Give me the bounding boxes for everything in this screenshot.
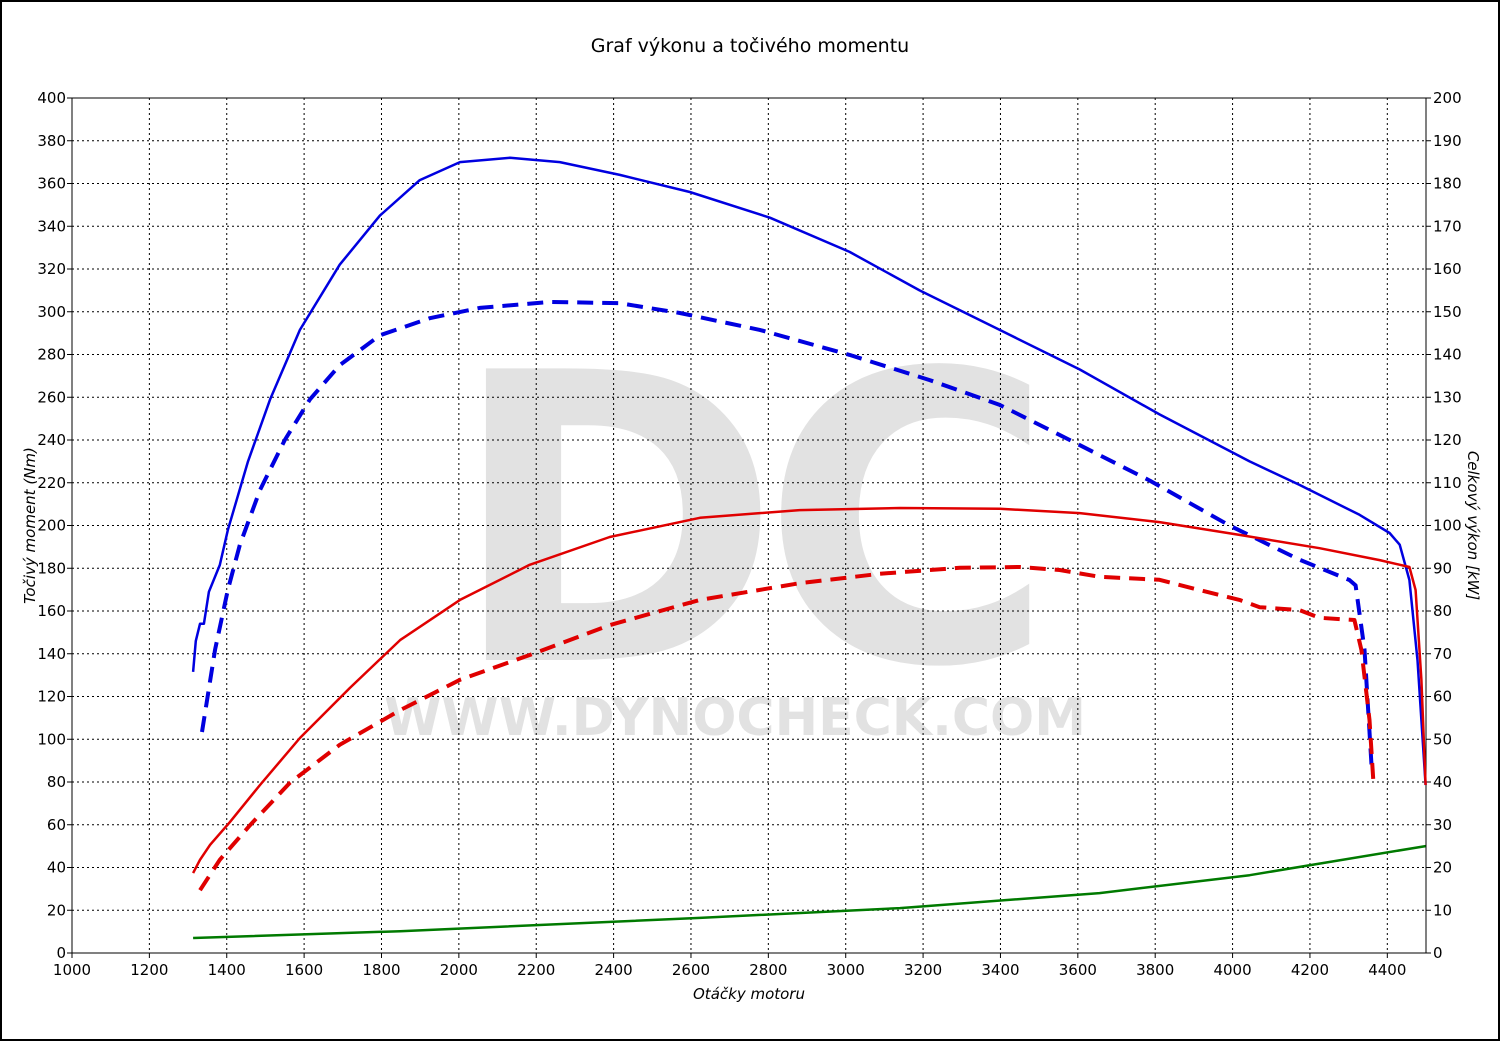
y2-tick-label: 110 <box>1433 474 1462 492</box>
y-tick-label: 240 <box>37 431 66 449</box>
y-tick-label: 340 <box>37 217 66 235</box>
x-axis-label: Otáčky motoru <box>693 985 805 1003</box>
x-tick-label: 2600 <box>672 961 710 979</box>
x-tick-label: 2800 <box>749 961 787 979</box>
y2-tick-label: 50 <box>1433 730 1452 748</box>
x-tick-label: 3600 <box>1059 961 1097 979</box>
y2-tick-label: 120 <box>1433 431 1462 449</box>
y2-axis-label: Celkový výkon [kW] <box>1464 451 1482 601</box>
y2-tick-label: 10 <box>1433 901 1452 919</box>
x-tick-label: 1800 <box>362 961 400 979</box>
x-tick-label: 1000 <box>53 961 91 979</box>
y2-tick-label: 90 <box>1433 559 1452 577</box>
y2-tick-label: 150 <box>1433 303 1462 321</box>
x-tick-label: 2000 <box>440 961 478 979</box>
y-tick-label: 320 <box>37 260 66 278</box>
series-line <box>193 844 1426 940</box>
y2-tick-label: 20 <box>1433 859 1452 877</box>
x-tick-label: 2200 <box>517 961 555 979</box>
y-tick-label: 220 <box>37 474 66 492</box>
chart-title: Graf výkonu a točivého momentu <box>591 35 909 57</box>
x-tick-label: 1200 <box>130 961 168 979</box>
y-tick-label: 280 <box>37 346 66 364</box>
x-tick-label: 3200 <box>904 961 942 979</box>
x-tick-label: 1600 <box>285 961 323 979</box>
x-tick-label: 3000 <box>827 961 865 979</box>
x-tick-label: 4000 <box>1213 961 1251 979</box>
y-tick-label: 80 <box>47 773 66 791</box>
y2-tick-label: 130 <box>1433 388 1462 406</box>
x-tick-label: 4200 <box>1291 961 1329 979</box>
y2-tick-label: 30 <box>1433 816 1452 834</box>
x-tick-label: 2400 <box>595 961 633 979</box>
y-tick-label: 380 <box>37 132 66 150</box>
y-tick-label: 40 <box>47 859 66 877</box>
y2-tick-label: 190 <box>1433 132 1462 150</box>
y2-tick-label: 140 <box>1433 346 1462 364</box>
y2-tick-label: 0 <box>1433 944 1443 962</box>
y-tick-label: 400 <box>37 89 66 107</box>
y-tick-label: 20 <box>47 901 66 919</box>
y-tick-label: 160 <box>37 602 66 620</box>
y-tick-label: 100 <box>37 730 66 748</box>
y-tick-label: 140 <box>37 645 66 663</box>
y2-tick-label: 60 <box>1433 688 1452 706</box>
y2-tick-label: 180 <box>1433 175 1462 193</box>
y-tick-label: 60 <box>47 816 66 834</box>
watermark-url: WWW.DYNOCHECK.COM <box>384 688 1086 748</box>
plot-border <box>71 97 1427 954</box>
x-tick-label: 4400 <box>1368 961 1406 979</box>
y-tick-label: 180 <box>37 559 66 577</box>
x-tick-label: 1400 <box>208 961 246 979</box>
y2-tick-label: 160 <box>1433 260 1462 278</box>
y-tick-label: 200 <box>37 517 66 535</box>
series-line <box>191 156 1427 786</box>
y-tick-label: 260 <box>37 388 66 406</box>
y2-tick-label: 170 <box>1433 217 1462 235</box>
y-tick-label: 0 <box>56 944 66 962</box>
y-tick-label: 360 <box>37 175 66 193</box>
series-line <box>191 506 1427 874</box>
y2-tick-label: 200 <box>1433 89 1462 107</box>
series-line <box>198 565 1376 892</box>
x-tick-label: 3800 <box>1136 961 1174 979</box>
y2-tick-label: 100 <box>1433 517 1462 535</box>
x-tick-label: 3400 <box>981 961 1019 979</box>
y2-tick-label: 70 <box>1433 645 1452 663</box>
y-tick-label: 300 <box>37 303 66 321</box>
y-tick-label: 120 <box>37 688 66 706</box>
y-axis-label: Točivý moment (Nm) <box>21 447 39 604</box>
watermark-logo: DC <box>449 290 1035 755</box>
y2-tick-label: 40 <box>1433 773 1452 791</box>
series-line <box>200 299 1374 766</box>
y2-tick-label: 80 <box>1433 602 1452 620</box>
